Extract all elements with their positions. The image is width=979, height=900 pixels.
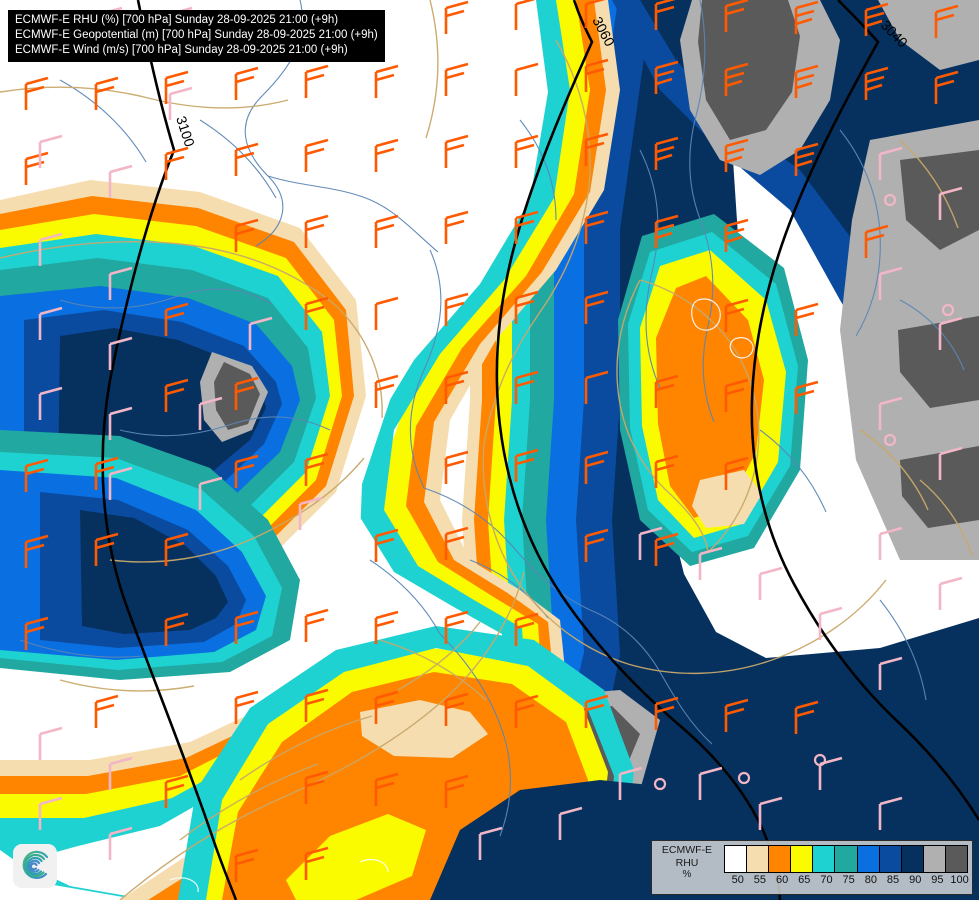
map-info-header: ECMWF-E RHU (%) [700 hPa] Sunday 28-09-2… (8, 10, 385, 62)
header-line-wind: ECMWF-E Wind (m/s) [700 hPa] Sunday 28-0… (15, 44, 348, 56)
lakes-layer (169, 298, 754, 893)
legend-swatch-9 (923, 846, 946, 872)
legend-swatch-3 (791, 846, 814, 872)
cyclone-spiral-logo[interactable] (12, 843, 58, 889)
legend-tick-100: 100 (950, 874, 969, 886)
legend-swatch-0 (725, 846, 748, 872)
legend-model-label: ECMWF-E (661, 844, 713, 856)
legend-swatch-10 (945, 846, 968, 872)
legend-tick-50: 50 (731, 874, 744, 886)
legend-variable-label: RHU (675, 856, 699, 869)
rivers-layer (19, 0, 965, 837)
legend-tick-60: 60 (775, 874, 789, 886)
wind-barbs-layer (24, 0, 963, 882)
legend-color-ramp (724, 845, 968, 873)
legend-swatch-1 (747, 846, 770, 872)
legend-tick-labels: 50 55 60 65 70 75 80 85 90 95 100 (724, 874, 969, 892)
legend-swatch-4 (813, 846, 836, 872)
legend-swatch-8 (901, 846, 924, 872)
header-line-geopotential: ECMWF-E Geopotential (m) [700 hPa] Sunda… (15, 29, 378, 41)
legend-tick-70: 70 (820, 874, 833, 886)
legend-tick-75: 75 (842, 874, 855, 886)
legend-tick-65: 65 (798, 874, 811, 886)
legend-tick-55: 55 (753, 874, 767, 886)
legend-swatch-2 (769, 846, 792, 872)
legend-swatch-5 (835, 846, 858, 872)
legend-tick-90: 90 (909, 874, 922, 886)
legend-swatch-7 (879, 846, 902, 872)
legend-tick-85: 85 (886, 874, 900, 886)
legend-unit-label: % (682, 869, 692, 880)
calm-symbols (653, 193, 955, 791)
legend-tick-95: 95 (931, 874, 944, 886)
rhu-colorbar-legend: ECMWF-E RHU % 50 55 60 65 70 75 80 85 90 95 100 (651, 840, 973, 895)
legend-title: ECMWF-E RHU % (656, 844, 718, 882)
legend-tick-80: 80 (864, 874, 877, 886)
header-line-rhu: ECMWF-E RHU (%) [700 hPa] Sunday 28-09-2… (15, 14, 339, 26)
legend-swatch-6 (857, 846, 880, 872)
